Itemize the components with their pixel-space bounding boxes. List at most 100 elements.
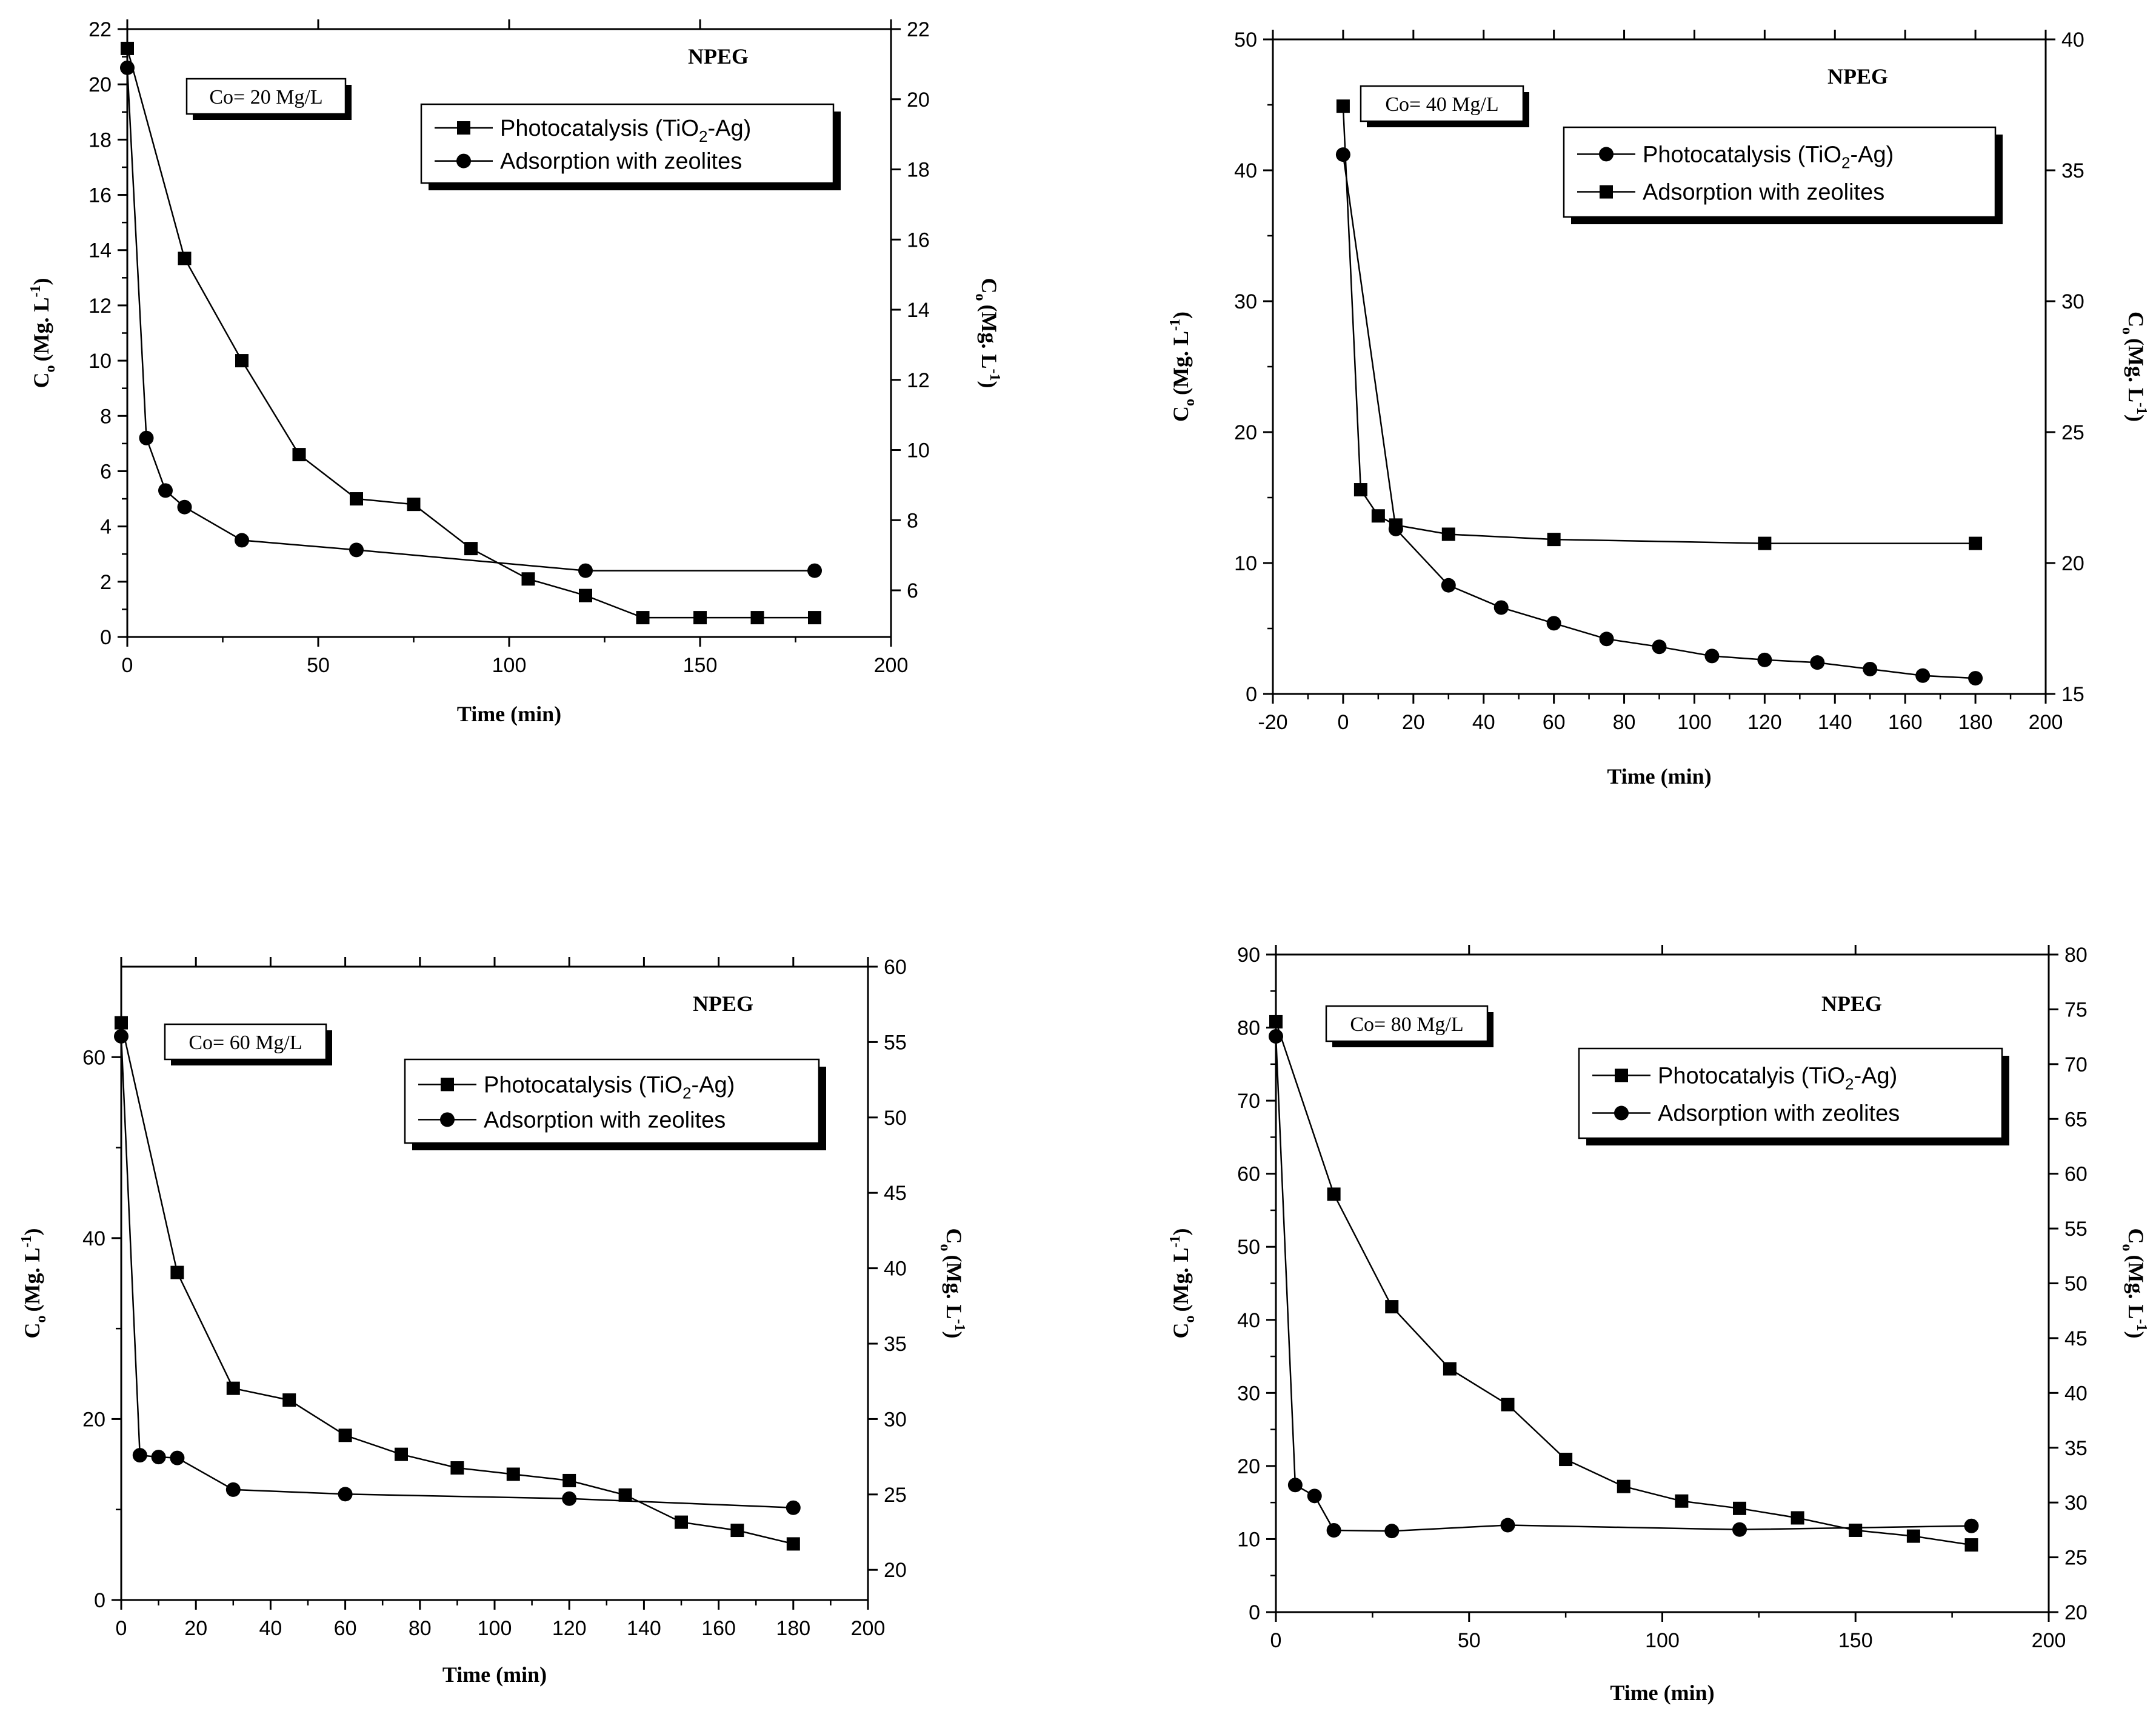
concentration-label: Co= 20 Mg/L [209, 86, 322, 108]
x-tick-label: 120 [552, 1617, 587, 1640]
data-point-circle [1810, 655, 1825, 670]
text-span: Adsorption with zeolites [500, 149, 742, 175]
text-span: Photocatalysis (TiO [484, 1072, 683, 1098]
text-span: Adsorption with zeolites [1643, 180, 1884, 205]
y-axis-title: Co (Mg. L-1) [19, 1228, 49, 1339]
concentration-box [185, 78, 347, 115]
legend-label: Photocatalysis (TiO2-Ag) [500, 116, 751, 145]
data-point-circle [1335, 147, 1350, 162]
legend-marker-square [441, 1078, 454, 1092]
data-point-square [1849, 1523, 1863, 1537]
y-axis-title: Co (Mg. L-1) [1167, 1228, 1198, 1339]
x-tick-label: 160 [701, 1617, 736, 1640]
concentration-box [1325, 1005, 1489, 1042]
text-span: o [937, 1244, 953, 1252]
data-point-square [1547, 533, 1561, 547]
y-tick-label: 0 [1246, 683, 1257, 706]
data-point-square [1675, 1494, 1689, 1508]
data-point-square [115, 1016, 128, 1030]
data-point-square [292, 448, 306, 462]
legend-label: Adsorption with zeolites [484, 1107, 726, 1133]
y-tick-label: 30 [1237, 1382, 1260, 1405]
y-tick-label: 4 [100, 516, 112, 539]
concentration-box [164, 1023, 327, 1061]
y2-tick-label: 22 [907, 18, 930, 41]
text-span: ) [2124, 415, 2148, 422]
y-tick-label: 20 [1237, 1455, 1260, 1478]
text-span: 2 [1841, 153, 1850, 172]
data-point-square [579, 588, 592, 602]
chart-panel-co-40: -20 0 20 40 60 80 100 120 140 160 180 2000102030405… [1167, 28, 2149, 788]
chart-panel-co-20: 0 50 100 150 200 0 2 4 6 8 10 12 14 16 18 20 22 6 8 10 12 14 1… [28, 18, 1003, 726]
text-span: -1 [1167, 319, 1183, 331]
sample-tag: NPEG [1821, 992, 1882, 1016]
legend-box [1578, 1047, 2003, 1139]
y-tick-label: 30 [1234, 290, 1257, 313]
concentration-label: Co= 60 Mg/L [189, 1032, 302, 1054]
legend-marker-square [1615, 1068, 1628, 1082]
y-tick-label: 6 [100, 460, 112, 483]
x-tick-label: 200 [2032, 1629, 2066, 1652]
y-tick-label: 14 [88, 239, 112, 262]
data-point-square [1969, 536, 1983, 550]
text-span: -1 [952, 1319, 967, 1331]
x-tick-label: 80 [1613, 711, 1636, 734]
data-point-square [1964, 1538, 1978, 1552]
y-tick-label: 10 [1234, 552, 1257, 575]
text-span: (Mg. L [1169, 1248, 1193, 1312]
text-span: C [29, 372, 53, 388]
data-point-square [521, 572, 535, 586]
data-point-circle [139, 430, 154, 445]
legend-box [404, 1058, 820, 1144]
y-tick-label: 0 [94, 1589, 105, 1612]
legend-label: Adsorption with zeolites [500, 149, 742, 175]
data-point-square [618, 1488, 632, 1502]
data-point-square [1501, 1398, 1515, 1412]
legend-marker-square [457, 121, 470, 135]
data-point-circle [338, 1487, 353, 1502]
data-point-square [464, 542, 478, 556]
data-point-square [562, 1473, 576, 1487]
text-span: o [2119, 1244, 2135, 1252]
text-span: (Mg. L [942, 1255, 966, 1319]
y2-tick-label: 50 [884, 1107, 907, 1130]
y2-tick-label: 35 [2064, 1437, 2088, 1460]
text-span: -1 [987, 368, 1003, 381]
x-tick-label: 40 [259, 1617, 282, 1640]
data-point-square [1353, 483, 1367, 497]
data-point-circle [1441, 578, 1456, 593]
legend-marker-circle [440, 1112, 455, 1127]
data-point-circle [1968, 671, 1983, 686]
text-span: Photocatalyis (TiO [1658, 1063, 1845, 1088]
text-span: o [2119, 327, 2135, 335]
x-tick-label: 200 [2029, 711, 2063, 734]
data-point-square [675, 1515, 688, 1529]
data-point-circle [807, 563, 822, 578]
y2-tick-label: 8 [907, 509, 918, 532]
data-point-circle [786, 1500, 801, 1515]
x-axis-title: Time (min) [457, 702, 561, 726]
data-point-square [730, 1524, 744, 1538]
text-span: Photocatalysis (TiO [1643, 142, 1841, 167]
x-tick-label: 180 [1958, 711, 1993, 734]
y2-tick-label: 80 [2064, 944, 2088, 967]
concentration-label: Co= 40 Mg/L [1385, 93, 1498, 116]
y-tick-label: 50 [1234, 28, 1257, 52]
sample-tag: NPEG [688, 44, 749, 68]
text-span: o [33, 1315, 49, 1322]
data-point-circle [1546, 616, 1561, 631]
text-span: C [20, 1322, 44, 1338]
y2-tick-label: 18 [907, 159, 930, 182]
data-point-circle [177, 499, 192, 515]
data-point-square [506, 1467, 520, 1481]
x-tick-label: 100 [1645, 1629, 1680, 1652]
data-point-circle [1494, 600, 1509, 615]
x-axis-title: Time (min) [1607, 764, 1711, 788]
y-tick-label: 18 [88, 128, 112, 152]
text-span: -1 [2134, 1319, 2149, 1331]
y-tick-label: 70 [1237, 1090, 1260, 1113]
legend-marker-circle [1599, 147, 1614, 162]
x-tick-label: 20 [184, 1617, 207, 1640]
y-tick-label: 60 [82, 1046, 105, 1069]
y2-tick-label: 12 [907, 369, 930, 392]
